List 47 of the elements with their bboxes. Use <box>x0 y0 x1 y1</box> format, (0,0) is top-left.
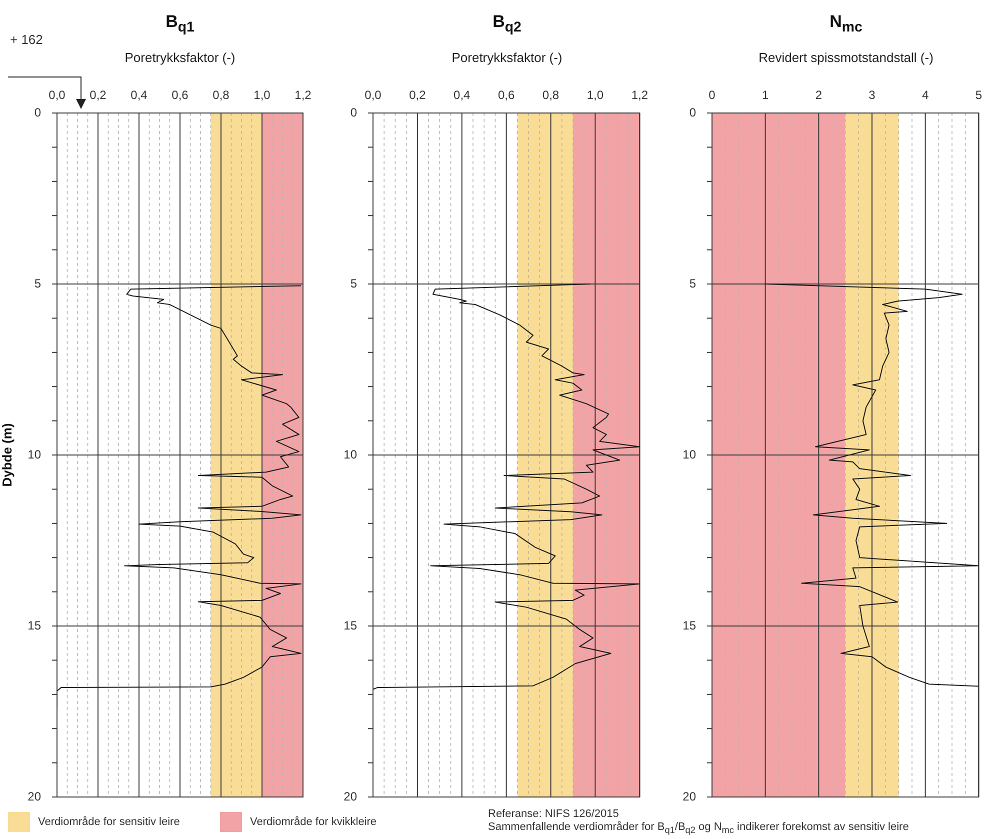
x-tick-label: 0,4 <box>130 88 148 102</box>
x-tick-label: 0,8 <box>542 88 560 102</box>
x-tick-label: 0 <box>708 88 716 102</box>
x-axis-title: Poretrykksfaktor (-) <box>450 50 564 65</box>
y-tick-label: 5 <box>34 276 42 290</box>
chart-title: N$_{mc}$ <box>828 12 864 36</box>
y-tick-label: 10 <box>28 447 42 462</box>
y-tick-label: 0 <box>350 105 358 120</box>
legend-label: Verdiområde for kvikkleire <box>250 816 377 828</box>
y-tick-label: 5 <box>350 276 358 290</box>
x-tick-label: 1,0 <box>586 88 604 102</box>
x-tick-label: 0,0 <box>48 88 66 102</box>
x-tick-label: 1,2 <box>631 88 648 102</box>
y-axis-title: Dybde (m) <box>0 423 14 487</box>
legend-label: Verdiområde for sensitiv leire <box>38 816 180 828</box>
chart-title: B$_{q1}$ <box>164 12 196 36</box>
x-tick-label: 1 <box>762 88 769 102</box>
x-tick-label: 0,0 <box>364 88 382 102</box>
x-tick-label: 0,8 <box>212 88 230 102</box>
y-tick-label: 0 <box>34 105 42 120</box>
y-tick-label: 5 <box>689 276 696 290</box>
x-tick-label: 3 <box>868 88 876 102</box>
y-tick-label: 15 <box>682 618 696 632</box>
x-tick-label: 0,6 <box>498 88 515 102</box>
y-tick-label: 10 <box>682 447 696 462</box>
y-tick-label: 20 <box>28 789 42 804</box>
y-tick-label: 0 <box>689 105 696 120</box>
x-tick-label: 0,6 <box>172 88 189 102</box>
x-tick-label: 1,2 <box>294 88 312 102</box>
text: Referanse: NIFS 126/2015 <box>488 808 619 820</box>
text: + 162 <box>10 32 43 47</box>
x-tick-label: 4 <box>922 88 929 102</box>
x-tick-label: 2 <box>815 88 822 102</box>
y-tick-label: 15 <box>28 618 42 632</box>
x-axis-title: Poretrykksfaktor (-) <box>124 50 236 65</box>
y-tick-label: 10 <box>344 447 358 462</box>
x-tick-label: 0,2 <box>90 88 107 102</box>
text: Sammenfallende verdiområder for B$_{q1}$/B$_{q2}$ og N$_{mc}$ indikerer forekomst av sensitiv leire <box>488 821 909 836</box>
x-tick-label: 0,2 <box>409 88 426 102</box>
y-tick-label: 20 <box>344 789 358 804</box>
x-axis-title: Revidert spissmotstandstall (-) <box>758 50 934 65</box>
y-tick-label: 20 <box>682 789 696 804</box>
chart-title: B$_{q2}$ <box>492 12 522 36</box>
x-tick-label: 1,0 <box>254 88 271 102</box>
x-tick-label: 0,4 <box>454 88 471 102</box>
y-tick-label: 15 <box>344 618 358 632</box>
x-tick-label: 5 <box>975 88 982 102</box>
